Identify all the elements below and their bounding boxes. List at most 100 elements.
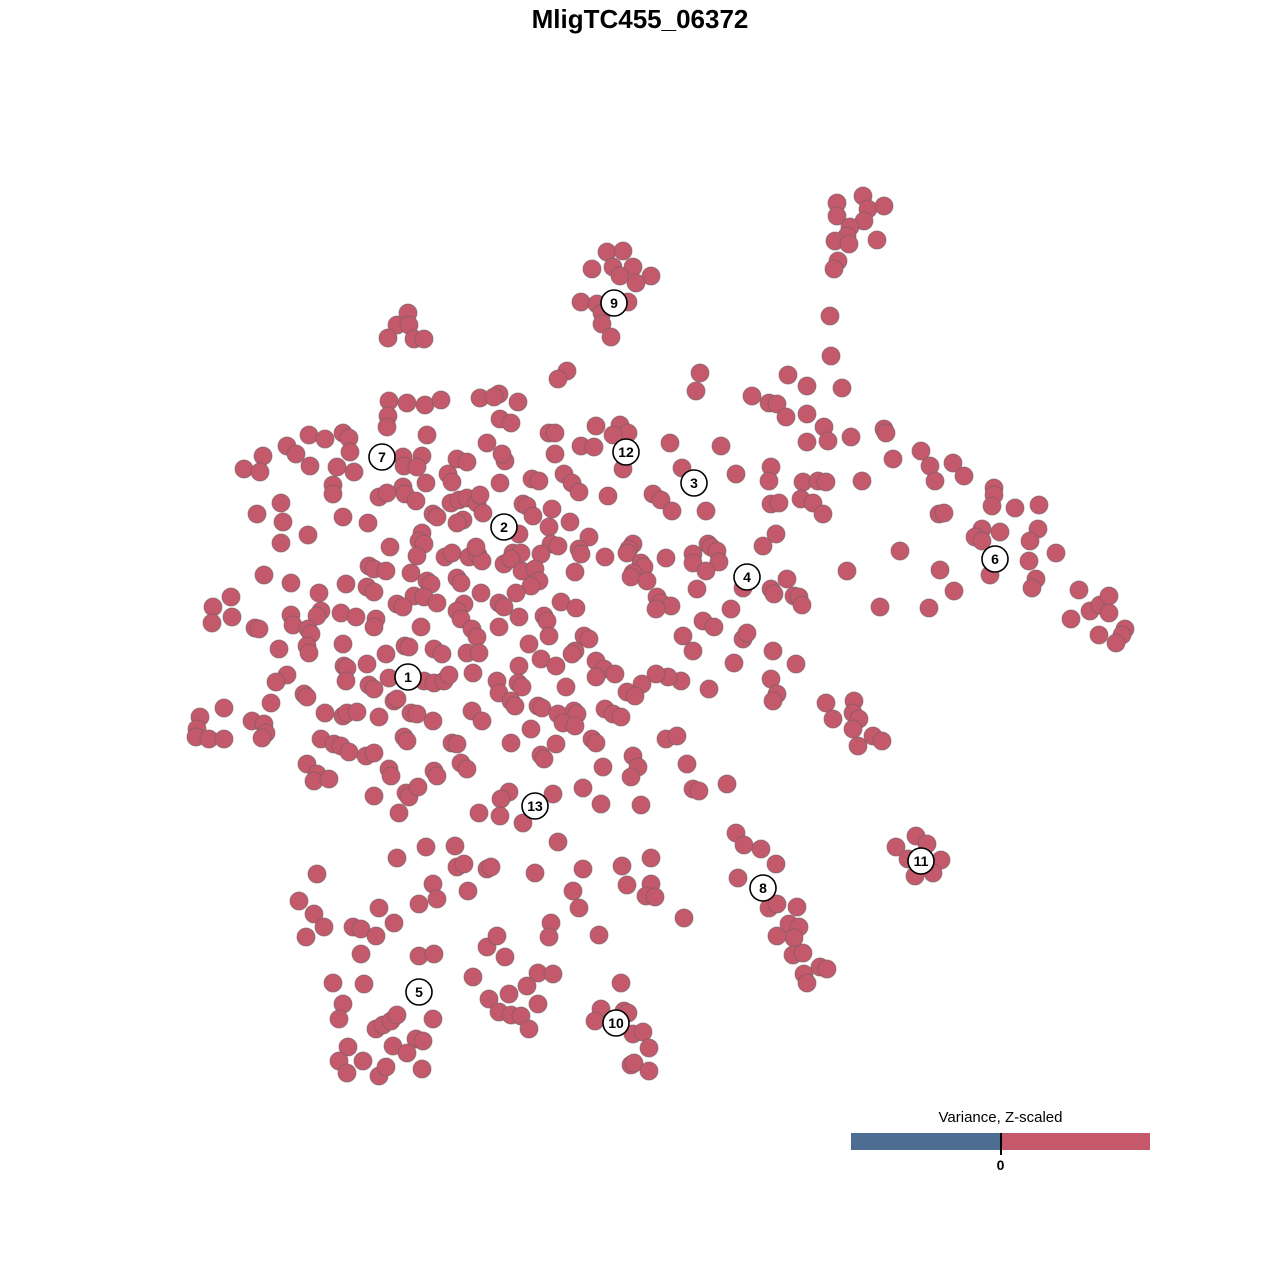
data-point [539,517,559,537]
data-point [397,1043,417,1063]
cluster-label-circle [521,792,549,820]
data-point [409,894,429,914]
data-point [766,854,786,874]
data-point [529,471,549,491]
data-point [505,696,525,716]
cluster-label-circle [600,289,628,317]
data-point [641,848,661,868]
data-point [1046,543,1066,563]
data-point [323,973,343,993]
data-point [919,598,939,618]
data-point [525,863,545,883]
data-point [509,607,529,627]
data-point [595,547,615,567]
data-point [585,1011,605,1031]
cluster-label-3: 3 [680,469,708,497]
data-point [696,561,716,581]
data-point [521,719,541,739]
data-point [944,581,964,601]
data-point [689,781,709,801]
data-point [626,273,646,293]
data-point [543,964,563,984]
data-point [415,395,435,415]
cluster-label-circle [749,874,777,902]
cluster-label-8: 8 [749,874,777,902]
data-point [543,784,563,804]
data-point [351,944,371,964]
data-point [617,543,637,563]
data-point [517,976,537,996]
data-point [466,537,486,557]
data-point [646,664,666,684]
cluster-label-9: 9 [600,289,628,317]
data-point [369,898,389,918]
data-point [381,766,401,786]
data-point [930,560,950,580]
data-point [353,1051,373,1071]
data-point [519,634,539,654]
data-point [457,759,477,779]
data-point [411,617,431,637]
data-point [818,431,838,451]
cluster-label-10: 10 [602,1009,630,1037]
data-point [742,386,762,406]
data-point [253,446,273,466]
data-point [556,677,576,697]
cluster-label-circle [490,513,518,541]
data-point [660,433,680,453]
data-point [377,417,397,437]
data-point [843,719,863,739]
data-point [711,436,731,456]
data-point [667,726,687,746]
data-point [571,544,591,564]
data-point [202,613,222,633]
data-point [269,639,289,659]
data-point [203,597,223,617]
data-point [673,626,693,646]
data-point [424,944,444,964]
cluster-label-text: 10 [608,1015,624,1031]
data-point [416,473,436,493]
cluster-label-1: 1 [394,663,422,691]
data-point [611,973,631,993]
cluster-label-circle [602,1009,630,1037]
colorbar-zero-tick [999,1133,1002,1155]
colorbar [851,1133,1150,1155]
data-point [586,667,606,687]
data-point [886,837,906,857]
data-point [369,707,389,727]
data-point [820,306,840,326]
data-point [610,266,630,286]
data-point [797,973,817,993]
cluster-label-circle [981,545,1009,573]
data-point [414,329,434,349]
data-point [492,444,512,464]
data-point [943,453,963,473]
data-point [519,1019,539,1039]
data-point [645,887,665,907]
data-point [364,617,384,637]
data-point [586,416,606,436]
colorbar-title: Variance, Z-scaled [938,1109,1063,1126]
data-point [787,897,807,917]
cluster-label-text: 4 [743,569,751,585]
data-point [593,757,613,777]
data-point [824,259,844,279]
data-point [674,908,694,928]
data-point [591,794,611,814]
data-point [560,512,580,532]
data-point [797,432,817,452]
data-point [327,457,347,477]
data-point [766,524,786,544]
data-point [621,767,641,787]
data-point [876,423,896,443]
cluster-label-13: 13 [521,792,549,820]
data-point [545,423,565,443]
data-point [501,413,521,433]
data-point [307,864,327,884]
data-point [315,703,335,723]
data-point [366,926,386,946]
data-point [337,1063,357,1083]
data-point [490,806,510,826]
data-point [376,561,396,581]
